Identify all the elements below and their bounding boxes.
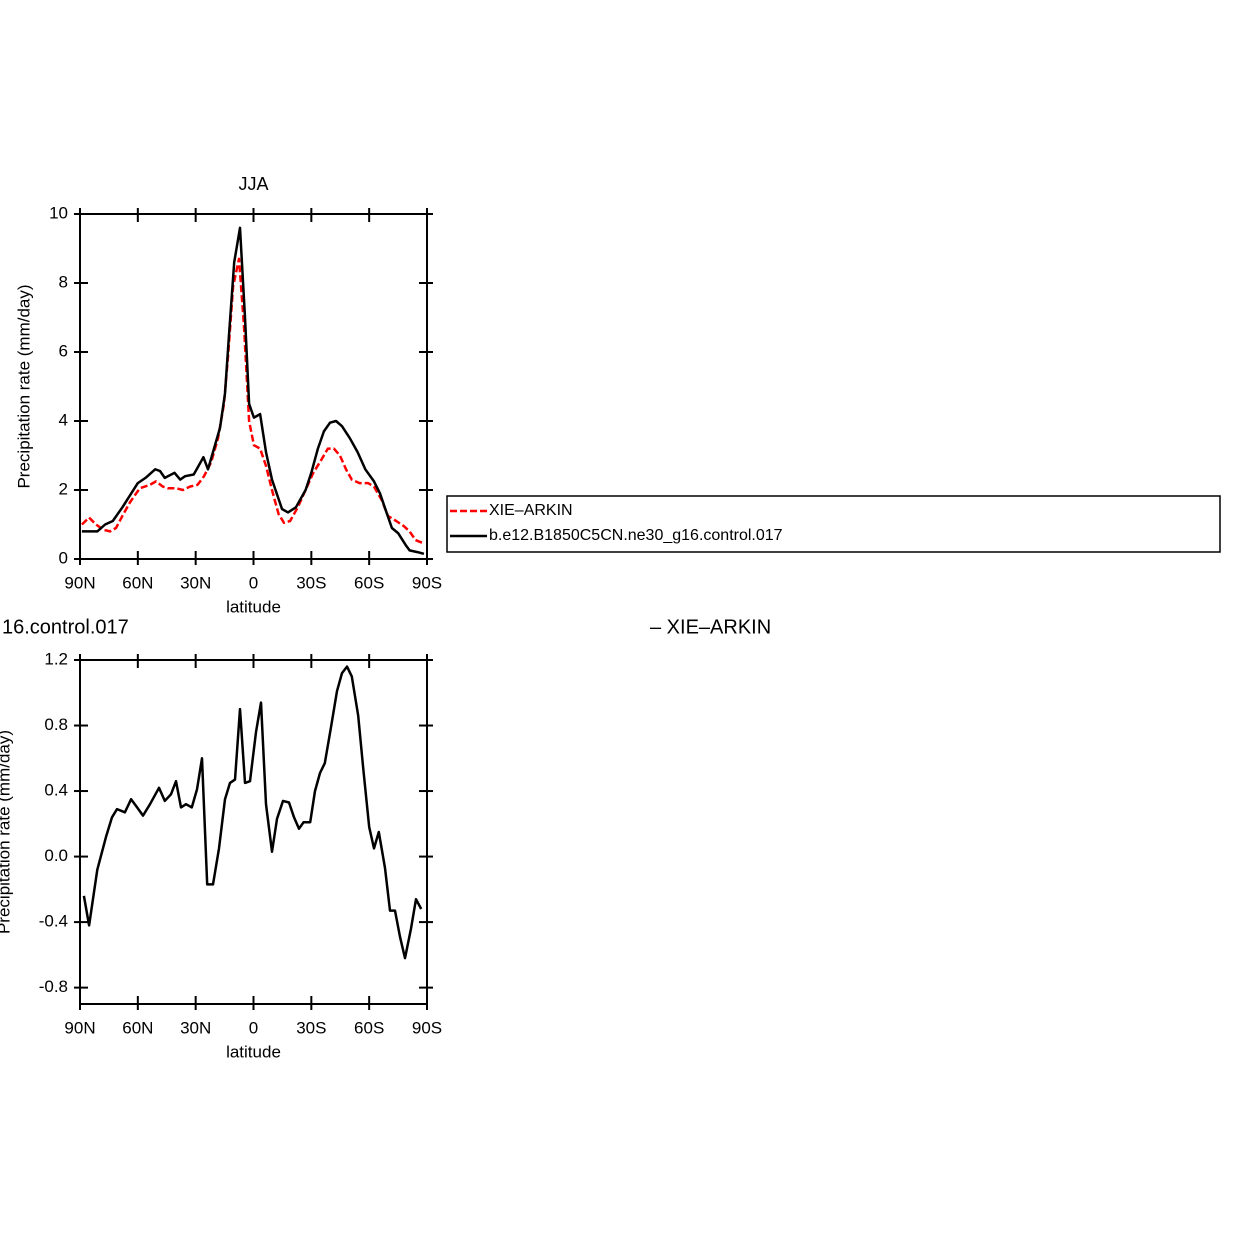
y-tick-label: 6 xyxy=(59,341,68,360)
x-tick-label: 60S xyxy=(354,1018,384,1037)
data-line xyxy=(82,665,423,960)
y-tick-label: 0 xyxy=(59,548,68,567)
chart-title: JJA xyxy=(238,174,268,194)
legend-label: XIE–ARKIN xyxy=(489,502,573,519)
x-tick-label: 60S xyxy=(354,573,384,592)
chart-title: 16.control.017 xyxy=(2,616,129,638)
y-tick-label: 1.2 xyxy=(44,649,68,668)
x-tick-label: 90S xyxy=(412,1018,442,1037)
x-tick-label: 0 xyxy=(249,1018,258,1037)
chart-title: – XIE–ARKIN xyxy=(650,616,771,638)
x-tick-label: 30N xyxy=(180,573,211,592)
y-tick-label: -0.4 xyxy=(39,912,68,931)
x-tick-label: 60N xyxy=(122,573,153,592)
y-tick-label: -0.8 xyxy=(39,977,68,996)
y-tick-label: 2 xyxy=(59,479,68,498)
x-tick-label: 90N xyxy=(64,1018,95,1037)
x-tick-label: 30N xyxy=(180,1018,211,1037)
x-axis-label: latitude xyxy=(226,1042,281,1061)
y-tick-label: 8 xyxy=(59,272,68,291)
x-axis-label: latitude xyxy=(226,597,281,616)
x-tick-label: 90N xyxy=(64,573,95,592)
x-tick-label: 90S xyxy=(412,573,442,592)
y-axis-label: Precipitation rate (mm/day) xyxy=(14,284,33,488)
y-tick-label: 0.0 xyxy=(44,846,68,865)
y-tick-label: 10 xyxy=(49,203,68,222)
y-tick-label: 0.8 xyxy=(44,715,68,734)
y-axis-label: Precipitation rate (mm/day) xyxy=(0,730,13,934)
legend-label: b.e12.B1850C5CN.ne30_g16.control.017 xyxy=(489,527,783,544)
y-tick-label: 0.4 xyxy=(44,781,68,800)
x-tick-label: 30S xyxy=(296,573,326,592)
data-line xyxy=(81,257,425,545)
x-tick-label: 60N xyxy=(122,1018,153,1037)
plot-frame xyxy=(79,213,428,560)
legend-box xyxy=(446,495,1221,553)
data-line xyxy=(81,226,425,556)
x-tick-label: 30S xyxy=(296,1018,326,1037)
x-tick-label: 0 xyxy=(249,573,258,592)
y-tick-label: 4 xyxy=(59,410,68,429)
plot-frame xyxy=(79,659,428,1005)
